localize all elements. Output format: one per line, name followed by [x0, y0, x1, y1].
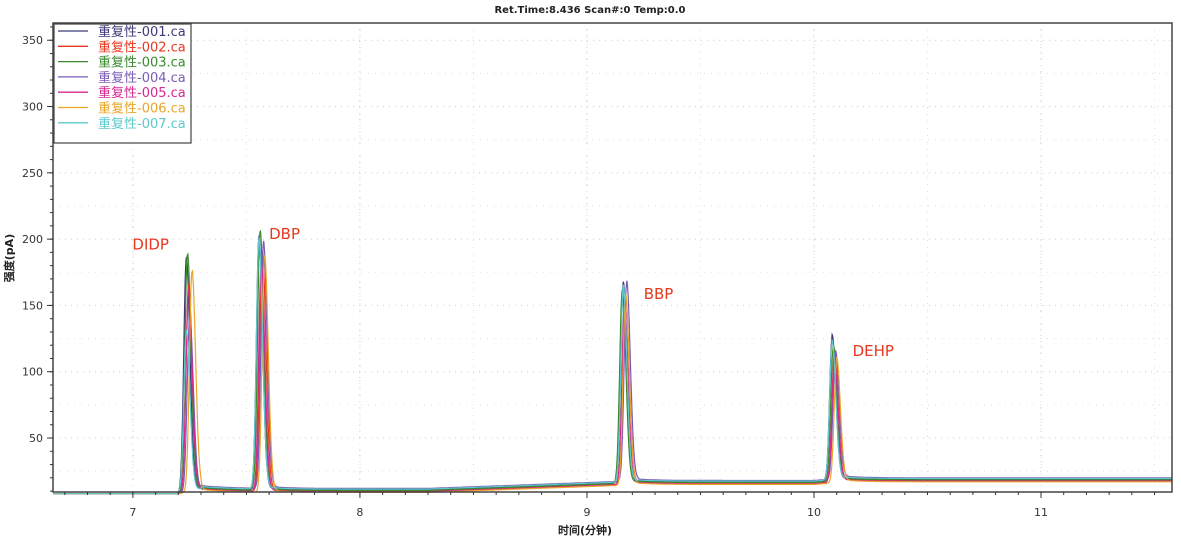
peak-label: DIDP: [132, 236, 169, 254]
axes: 7 8 9 10 11 50 100 150 200 250 300 350: [22, 26, 1156, 519]
x-tick-label: 7: [129, 506, 136, 519]
y-tick-label: 250: [22, 167, 43, 180]
peak-label: DBP: [269, 225, 300, 243]
grid: [53, 23, 1172, 492]
y-tick-label: 50: [29, 432, 43, 445]
series-line: [53, 237, 1172, 495]
y-axis-label: 强度(pA): [2, 234, 16, 282]
plot-frame: [52, 22, 1173, 493]
x-tick-label: 10: [807, 506, 821, 519]
legend-entry: 重复性-002.ca: [98, 39, 186, 55]
chart-title: Ret.Time:8.436 Scan#:0 Temp:0.0: [494, 5, 685, 16]
legend-entry: 重复性-003.ca: [98, 55, 186, 71]
y-tick-label: 200: [22, 233, 43, 246]
legend-entry: 重复性-005.ca: [98, 85, 186, 101]
series-line: [53, 235, 1172, 495]
series-line: [53, 249, 1172, 495]
peak-label: BBP: [644, 285, 674, 303]
legend-entry: 重复性-004.ca: [98, 70, 186, 86]
annotations: DIDP DBP BBP DEHP: [132, 225, 894, 360]
peak-label: DEHP: [853, 342, 894, 360]
y-tick-label: 350: [22, 34, 43, 47]
x-axis-label: 时间(分钟): [558, 523, 612, 537]
legend: 重复性-001.ca重复性-002.ca重复性-003.ca重复性-004.ca…: [53, 23, 192, 144]
y-tick-label: 100: [22, 366, 43, 379]
series-line: [53, 240, 1172, 495]
series-line: [53, 229, 1172, 495]
y-tick-label: 300: [22, 101, 43, 114]
y-tick-label: 150: [22, 299, 43, 312]
x-tick-label: 9: [583, 506, 590, 519]
legend-entry: 重复性-007.ca: [98, 116, 186, 132]
series-line: [53, 253, 1172, 495]
legend-entry: 重复性-001.ca: [98, 24, 186, 40]
series-lines: [53, 229, 1172, 495]
series-line: [53, 264, 1172, 495]
legend-entry: 重复性-006.ca: [98, 101, 186, 117]
x-tick-label: 8: [356, 506, 363, 519]
x-tick-label: 11: [1034, 506, 1048, 519]
